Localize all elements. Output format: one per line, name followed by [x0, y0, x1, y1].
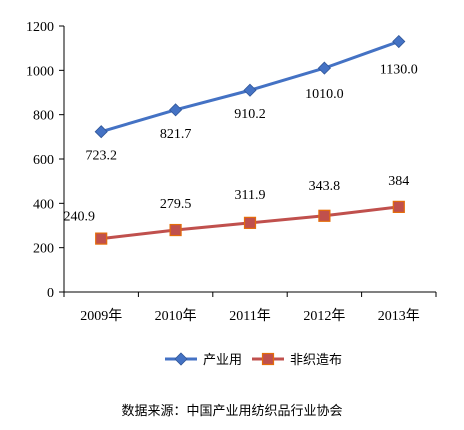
x-tick-label: 2012年	[303, 308, 345, 324]
series-1-data-label: 311.9	[235, 188, 266, 203]
series-0-data-label: 1010.0	[305, 87, 344, 102]
y-tick-label: 400	[33, 197, 54, 212]
series-0-data-label: 910.2	[234, 107, 266, 122]
series-1-data-label: 279.5	[160, 197, 192, 212]
legend-label-1: 非织造布	[290, 353, 342, 368]
y-tick-label: 600	[33, 153, 54, 168]
x-tick-label: 2011年	[229, 308, 270, 324]
series-group	[94, 34, 406, 245]
axes: 0 200 400 600 800 1000 1200 2009年 2010年 2011年 2012…	[26, 20, 437, 324]
series-0-point	[392, 34, 406, 49]
series-1-data-label: 384	[388, 174, 409, 189]
series-1-point	[392, 200, 405, 213]
series-0-data-label: 723.2	[85, 149, 117, 164]
source-note: 数据来源：中国产业用纺织品行业协会	[121, 404, 343, 419]
series-0-point	[169, 103, 183, 117]
legend: 产业用 非织造布	[165, 352, 342, 368]
series-0-data-label: 821.7	[160, 127, 192, 142]
series-1-point	[318, 209, 331, 222]
series-1-data-label: 240.9	[63, 210, 95, 225]
legend-marker-0	[174, 352, 188, 366]
series-1-point	[169, 223, 182, 237]
series-1-point	[243, 216, 257, 229]
legend-marker-1	[261, 352, 275, 366]
x-tick-label: 2009年	[80, 308, 122, 324]
series-1-data-label: 343.8	[309, 179, 341, 194]
data-labels: 723.2 821.7 910.2 1010.0 1130.0 240.9 279.5 311…	[63, 63, 417, 225]
series-0-point	[317, 61, 331, 75]
series-0-point	[243, 83, 257, 97]
y-tick-label: 0	[47, 286, 54, 301]
y-tick-label: 1200	[26, 20, 54, 35]
legend-label-0: 产业用	[203, 353, 242, 368]
series-0-data-label: 1130.0	[380, 63, 418, 78]
y-tick-label: 1000	[26, 64, 54, 79]
series-1-point	[95, 232, 108, 245]
y-tick-label: 200	[33, 242, 54, 257]
y-tick-label: 800	[33, 109, 54, 124]
x-tick-label: 2013年	[378, 308, 420, 324]
series-0-point	[94, 125, 108, 139]
x-tick-label: 2010年	[155, 308, 197, 324]
